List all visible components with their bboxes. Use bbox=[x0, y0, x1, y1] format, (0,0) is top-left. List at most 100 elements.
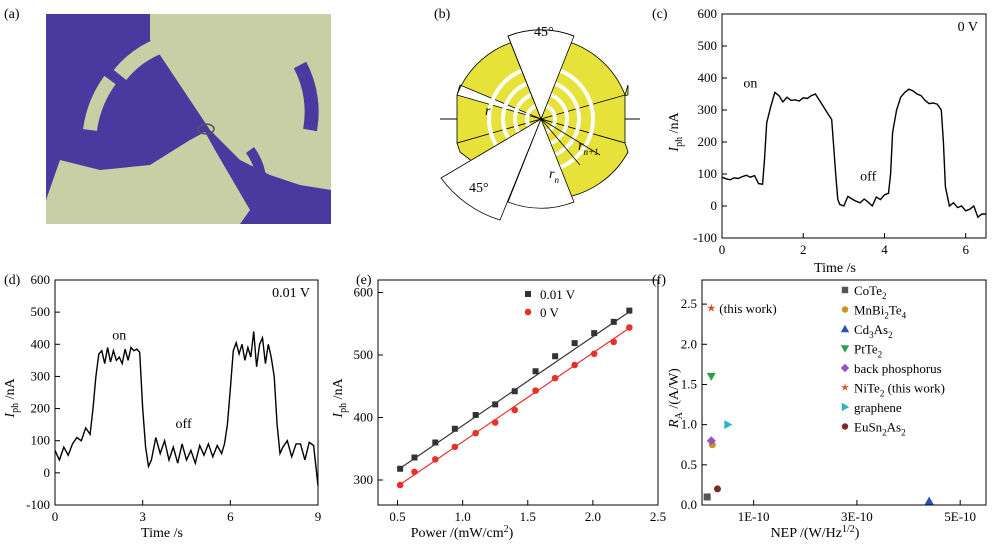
legend-marker bbox=[524, 308, 532, 316]
data-point-circle bbox=[610, 338, 618, 346]
y-tick-label: 1.0 bbox=[681, 417, 697, 432]
plot-frame bbox=[701, 279, 987, 506]
y-tick-label: -100 bbox=[26, 497, 50, 512]
data-point-circle bbox=[432, 456, 439, 463]
marker-star bbox=[707, 303, 716, 312]
legend-label: 0.01 V bbox=[540, 287, 576, 302]
micrograph-electrode-bottom bbox=[46, 132, 250, 224]
y-tick-label: 200 bbox=[31, 401, 51, 416]
y-tick-label: 2.0 bbox=[681, 336, 697, 351]
x-tick-label: 6 bbox=[227, 509, 234, 524]
data-point-square bbox=[571, 340, 578, 347]
data-point-circle bbox=[532, 387, 539, 394]
y-tick-label: 600 bbox=[31, 272, 51, 287]
radius-label-r: r bbox=[485, 104, 491, 119]
marker-diamond bbox=[706, 436, 716, 446]
y-tick-label: 600 bbox=[698, 6, 718, 21]
radius-label-rn: rn bbox=[549, 167, 559, 185]
y-tick-label: 100 bbox=[698, 166, 718, 181]
radius-label-rn1: rn+1 bbox=[578, 139, 599, 157]
legend-label: NiTe2 (this work) bbox=[854, 381, 945, 399]
y-axis-title: RA /(A/W) bbox=[667, 368, 685, 429]
y-tick-label: 0 bbox=[44, 465, 51, 480]
y-tick-label: 300 bbox=[354, 472, 374, 487]
x-tick-label: 1E-10 bbox=[738, 509, 770, 524]
y-tick-label: 500 bbox=[31, 304, 51, 319]
micrograph-electrode-top bbox=[150, 14, 331, 190]
data-point-square bbox=[397, 465, 404, 472]
marker-diamond bbox=[840, 363, 850, 373]
y-tick-label: 0.5 bbox=[681, 457, 697, 472]
legend-label: back phosphorus bbox=[854, 361, 942, 376]
bias-annotation: 0 V bbox=[958, 20, 978, 35]
data-point-square bbox=[511, 388, 518, 395]
x-tick-label: 2.0 bbox=[585, 509, 601, 524]
chart-f: (f) 1E-10 3E-10 5E-10 0.0 0.5 1.0 1.5 2.0 2.5 NEP … bbox=[652, 273, 987, 541]
y-tick-label: 0.0 bbox=[681, 497, 697, 512]
legend-label: graphene bbox=[854, 400, 902, 415]
data-point-circle bbox=[571, 361, 578, 369]
legend-label: Cd3As2 bbox=[854, 322, 893, 340]
marker-triangle-down bbox=[840, 345, 850, 353]
marker-circle bbox=[841, 306, 849, 313]
micrograph-image bbox=[46, 14, 331, 224]
y-tick-label: 400 bbox=[354, 410, 374, 425]
plot-frame bbox=[721, 13, 987, 239]
data-point-square bbox=[472, 412, 479, 418]
y-tick-label: 500 bbox=[698, 38, 718, 53]
x-tick-label: 1.5 bbox=[520, 509, 536, 524]
plot-frame bbox=[377, 279, 659, 506]
legend-label: EuSn2As2 bbox=[854, 420, 906, 438]
y-tick-label: 400 bbox=[698, 70, 718, 85]
photocurrent-trace bbox=[721, 88, 986, 219]
marker-triangle-right bbox=[724, 420, 733, 430]
data-point-square bbox=[532, 368, 539, 375]
this-work-annotation: (this work) bbox=[719, 301, 776, 316]
y-tick-label: -100 bbox=[693, 230, 717, 245]
off-label: off bbox=[176, 417, 192, 432]
panel-label-f: (f) bbox=[652, 273, 666, 288]
legend-marker bbox=[525, 291, 531, 297]
marker-triangle-up bbox=[924, 496, 934, 505]
x-tick-label: 3 bbox=[139, 509, 146, 524]
micrograph-arc-right bbox=[293, 61, 319, 132]
x-axis-title: Time /s bbox=[141, 526, 183, 541]
bias-annotation: 0.01 V bbox=[272, 286, 310, 301]
data-point-circle bbox=[511, 406, 519, 414]
y-tick-label: 1.5 bbox=[681, 376, 697, 391]
panel-label-e: (e) bbox=[356, 273, 372, 288]
micrograph-arc-left bbox=[113, 31, 206, 81]
marker-circle bbox=[841, 423, 849, 430]
angle-label-top: 45° bbox=[534, 25, 554, 40]
marker-square bbox=[703, 493, 711, 501]
x-tick-label: 1.0 bbox=[455, 509, 471, 524]
off-label: off bbox=[860, 169, 876, 184]
x-tick-label: 0.5 bbox=[389, 509, 405, 524]
data-point-square bbox=[451, 425, 458, 432]
marker-star bbox=[841, 383, 849, 391]
data-point-circle bbox=[491, 419, 499, 426]
micrograph-arc-right2 bbox=[245, 147, 267, 202]
antenna-schematic: 45° 45° r rn+1 rn bbox=[440, 25, 640, 221]
data-point-square bbox=[492, 401, 499, 408]
data-point-circle bbox=[472, 429, 479, 437]
y-axis-title: Iph /nA bbox=[3, 378, 21, 419]
x-tick-label: 6 bbox=[962, 242, 969, 257]
data-point-square bbox=[411, 454, 418, 461]
photocurrent-trace bbox=[54, 331, 319, 486]
data-point-circle bbox=[551, 374, 559, 382]
y-tick-label: 100 bbox=[31, 433, 51, 448]
marker-triangle-down bbox=[706, 372, 716, 381]
y-tick-label: 400 bbox=[31, 336, 51, 351]
panel-label-b: (b) bbox=[434, 7, 451, 22]
panel-label-c: (c) bbox=[652, 7, 668, 22]
marker-square bbox=[841, 286, 849, 294]
data-point-circle bbox=[451, 443, 459, 451]
plot-frame bbox=[54, 279, 319, 506]
data-point-square bbox=[626, 307, 633, 314]
x-tick-label: 0 bbox=[52, 509, 59, 524]
y-axis-title: Iph /nA bbox=[331, 378, 349, 419]
